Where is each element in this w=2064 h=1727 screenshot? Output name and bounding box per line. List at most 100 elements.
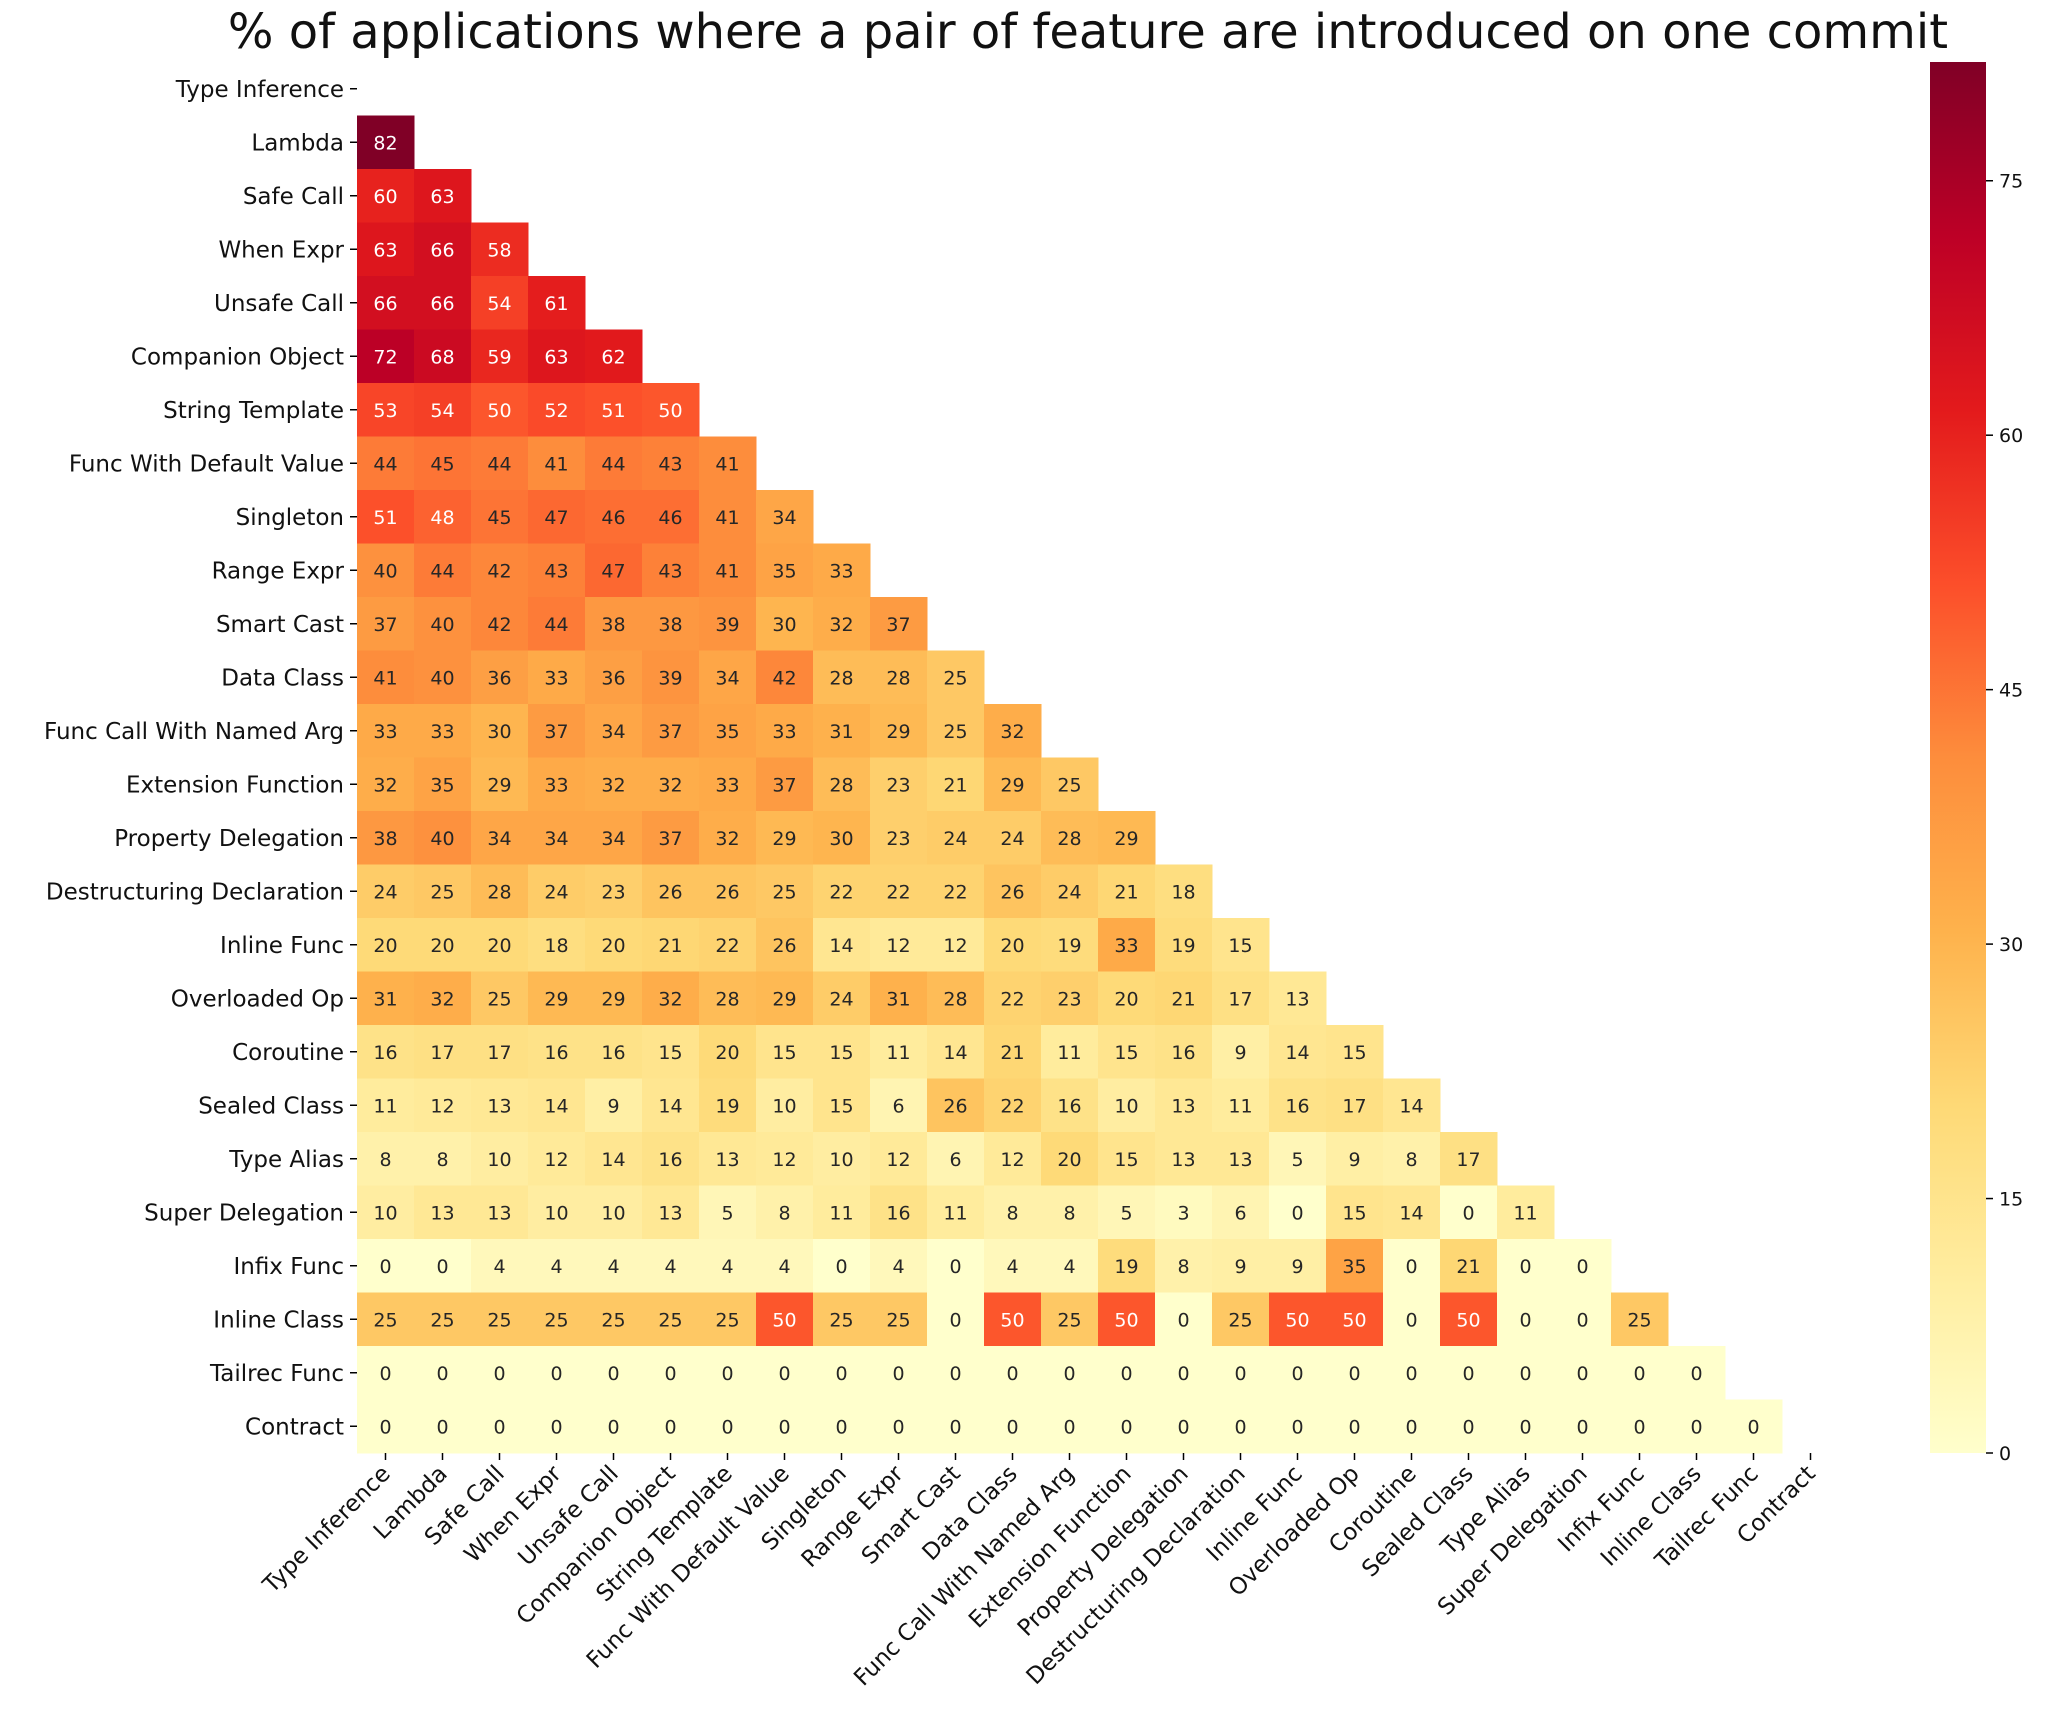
cell-value-label: 33 <box>544 774 568 796</box>
cell-contract-singleton <box>813 1399 871 1454</box>
cell-value-label: 39 <box>658 667 682 689</box>
cell-value-label: 59 <box>487 346 511 368</box>
cell-value-label: 18 <box>1171 881 1195 903</box>
cell-value-label: 37 <box>658 828 682 850</box>
cell-value-label: 16 <box>544 1042 568 1064</box>
cell-value-label: 23 <box>886 774 910 796</box>
cell-value-label: 38 <box>658 614 682 636</box>
cell-value-label: 0 <box>949 1309 961 1331</box>
cell-contract-smart-cast <box>927 1399 985 1454</box>
cell-extension-function-func-with-default-value <box>756 757 814 812</box>
cell-value-label: 0 <box>949 1416 961 1438</box>
cell-value-label: 34 <box>772 507 796 529</box>
cell-property-delegation-when-expr <box>528 811 586 865</box>
cell-value-label: 0 <box>493 1363 505 1385</box>
cell-value-label: 24 <box>943 828 967 850</box>
cell-property-delegation-smart-cast <box>927 811 985 865</box>
cell-extension-function-when-expr <box>528 757 586 812</box>
y-tick-label: Extension Function <box>126 772 344 798</box>
cell-contract-extension-function <box>1098 1399 1156 1454</box>
cell-value-label: 0 <box>1177 1416 1189 1438</box>
cell-value-label: 42 <box>487 560 511 582</box>
cell-value-label: 8 <box>778 1202 790 1224</box>
cell-func-call-with-named-arg-func-with-default-value <box>756 704 814 758</box>
cell-overloaded-op-extension-function <box>1098 971 1156 1026</box>
cell-value-label: 20 <box>430 935 454 957</box>
cell-extension-function-range-expr <box>870 757 928 812</box>
cell-range-expr-safe-call <box>471 543 529 598</box>
cell-coroutine-safe-call <box>471 1025 529 1079</box>
y-tick-label: Sealed Class <box>198 1093 344 1119</box>
cell-coroutine-smart-cast <box>927 1025 985 1079</box>
cell-value-label: 15 <box>1228 935 1252 957</box>
cell-value-label: 29 <box>772 988 796 1010</box>
cell-smart-cast-string-template <box>699 597 757 651</box>
cell-value-label: 14 <box>943 1042 967 1064</box>
cell-value-label: 60 <box>373 186 397 208</box>
cell-value-label: 24 <box>544 881 568 903</box>
cell-value-label: 50 <box>487 400 511 422</box>
cell-value-label: 25 <box>1228 1309 1252 1331</box>
y-tick-label: Data Class <box>221 665 344 691</box>
cell-inline-func-func-with-default-value <box>756 918 814 972</box>
cell-value-label: 4 <box>607 1256 619 1278</box>
cell-value-label: 28 <box>715 988 739 1010</box>
cell-contract-safe-call <box>471 1399 529 1454</box>
cell-tailrec-func-sealed-class <box>1440 1346 1498 1400</box>
cell-value-label: 4 <box>664 1256 676 1278</box>
cell-sealed-class-func-with-default-value <box>756 1078 814 1133</box>
cell-coroutine-destructuring-declaration <box>1212 1025 1270 1079</box>
cell-range-expr-string-template <box>699 543 757 598</box>
cell-destructuring-declaration-func-with-default-value <box>756 864 814 919</box>
cell-range-expr-type-inference <box>357 543 415 598</box>
cell-value-label: 11 <box>373 1095 397 1117</box>
cell-value-label: 9 <box>1348 1149 1360 1171</box>
cell-tailrec-func-safe-call <box>471 1346 529 1400</box>
cell-data-class-type-inference <box>357 650 415 705</box>
cell-value-label: 16 <box>1171 1042 1195 1064</box>
cell-companion-object-type-inference <box>357 329 415 384</box>
cell-value-label: 40 <box>430 614 454 636</box>
cell-tailrec-func-data-class <box>984 1346 1042 1400</box>
cell-super-delegation-unsafe-call <box>585 1185 643 1240</box>
cell-value-label: 63 <box>430 186 454 208</box>
cell-inline-func-unsafe-call <box>585 918 643 972</box>
cell-value-label: 40 <box>430 828 454 850</box>
cell-value-label: 44 <box>430 560 454 582</box>
cell-tailrec-func-property-delegation <box>1155 1346 1213 1400</box>
cell-unsafe-call-when-expr <box>528 276 586 330</box>
cell-value-label: 6 <box>949 1149 961 1171</box>
cell-value-label: 20 <box>1057 1149 1081 1171</box>
cell-companion-object-lambda <box>414 329 472 384</box>
cell-value-label: 11 <box>1228 1095 1252 1117</box>
cell-func-with-default-value-string-template <box>699 436 757 491</box>
cell-type-alias-lambda <box>414 1132 472 1186</box>
cell-smart-cast-when-expr <box>528 597 586 651</box>
cell-property-delegation-companion-object <box>642 811 700 865</box>
cell-value-label: 6 <box>892 1095 904 1117</box>
cell-value-label: 21 <box>1456 1256 1480 1278</box>
cell-companion-object-when-expr <box>528 329 586 384</box>
cell-value-label: 28 <box>829 667 853 689</box>
cell-extension-function-func-call-with-named-arg <box>1041 757 1099 812</box>
cell-inline-class-coroutine <box>1383 1292 1441 1347</box>
cell-value-label: 9 <box>1234 1256 1246 1278</box>
cell-destructuring-declaration-lambda <box>414 864 472 919</box>
cell-value-label: 41 <box>715 507 739 529</box>
cell-type-alias-inline-func <box>1269 1132 1327 1186</box>
cell-value-label: 0 <box>1405 1416 1417 1438</box>
cell-value-label: 0 <box>550 1416 562 1438</box>
cell-super-delegation-data-class <box>984 1185 1042 1240</box>
cell-super-delegation-type-alias <box>1497 1185 1555 1240</box>
cell-range-expr-when-expr <box>528 543 586 598</box>
cell-value-label: 0 <box>379 1416 391 1438</box>
cell-value-label: 13 <box>430 1202 454 1224</box>
cell-contract-property-delegation <box>1155 1399 1213 1454</box>
cell-singleton-companion-object <box>642 490 700 544</box>
cell-range-expr-companion-object <box>642 543 700 598</box>
cell-coroutine-extension-function <box>1098 1025 1156 1079</box>
cell-value-label: 14 <box>829 935 853 957</box>
y-tick-label: Safe Call <box>243 184 344 210</box>
cell-extension-function-type-inference <box>357 757 415 812</box>
cell-contract-companion-object <box>642 1399 700 1454</box>
